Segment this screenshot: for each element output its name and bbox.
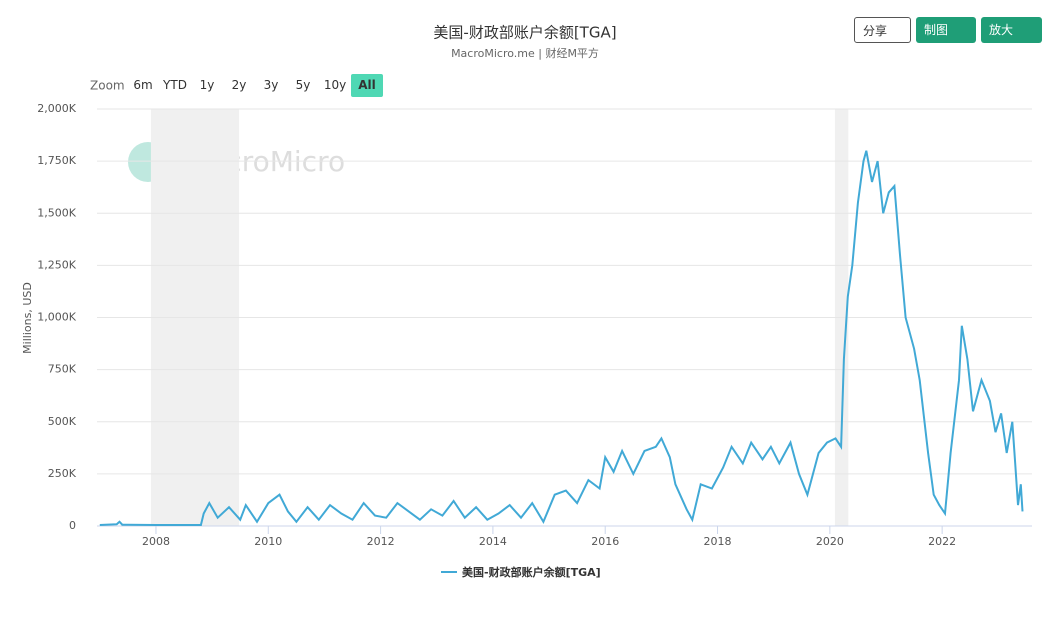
y-tick-label: 750K [48,363,77,376]
zoom-button[interactable]: 6m [133,78,153,92]
x-tick-label: 2008 [142,535,170,548]
chart-button[interactable]: 制图 [916,17,976,43]
x-tick-label: 2010 [254,535,282,548]
chart-subtitle: MacroMicro.me | 财经M平方 [451,46,599,60]
x-tick-label: 2012 [367,535,395,548]
y-tick-label: 1,250K [37,258,76,271]
legend-label: 美国-财政部账户余额[TGA] [462,565,601,579]
y-tick-label: 0 [69,519,76,532]
zoom-button[interactable]: 3y [263,78,279,92]
y-tick-label: 1,000K [37,311,76,324]
y-tick-label: 1,750K [37,154,76,167]
share-button[interactable]: 分享 [854,17,911,43]
chart-title: 美国-财政部账户余额[TGA] [433,24,616,42]
x-tick-label: 2022 [928,535,956,548]
x-tick-label: 2020 [816,535,844,548]
expand-button[interactable]: 放大 [981,17,1042,43]
x-tick-label: 2014 [479,535,507,548]
y-tick-label: 2,000K [37,102,76,115]
zoom-label: Zoom [90,79,125,93]
data-line [99,150,1024,526]
zoom-button[interactable]: 10y [323,78,347,92]
zoom-button[interactable]: 1y [199,78,215,92]
button-label: 分享 [863,24,888,38]
x-tick-label: 2016 [591,535,619,548]
zoom-button[interactable]: 5y [295,78,311,92]
x-tick-label: 2018 [704,535,732,548]
y-tick-label: 1,500K [37,206,76,219]
y-tick-label: 250K [48,467,77,480]
zoom-button[interactable]: YTD [163,78,187,92]
button-label: 放大 [989,23,1014,37]
button-label: 制图 [924,23,949,37]
y-axis-label: Millions, USD [21,282,34,354]
zoom-button[interactable]: All [351,74,383,97]
y-tick-label: 500K [48,415,77,428]
zoom-button[interactable]: 2y [231,78,247,92]
